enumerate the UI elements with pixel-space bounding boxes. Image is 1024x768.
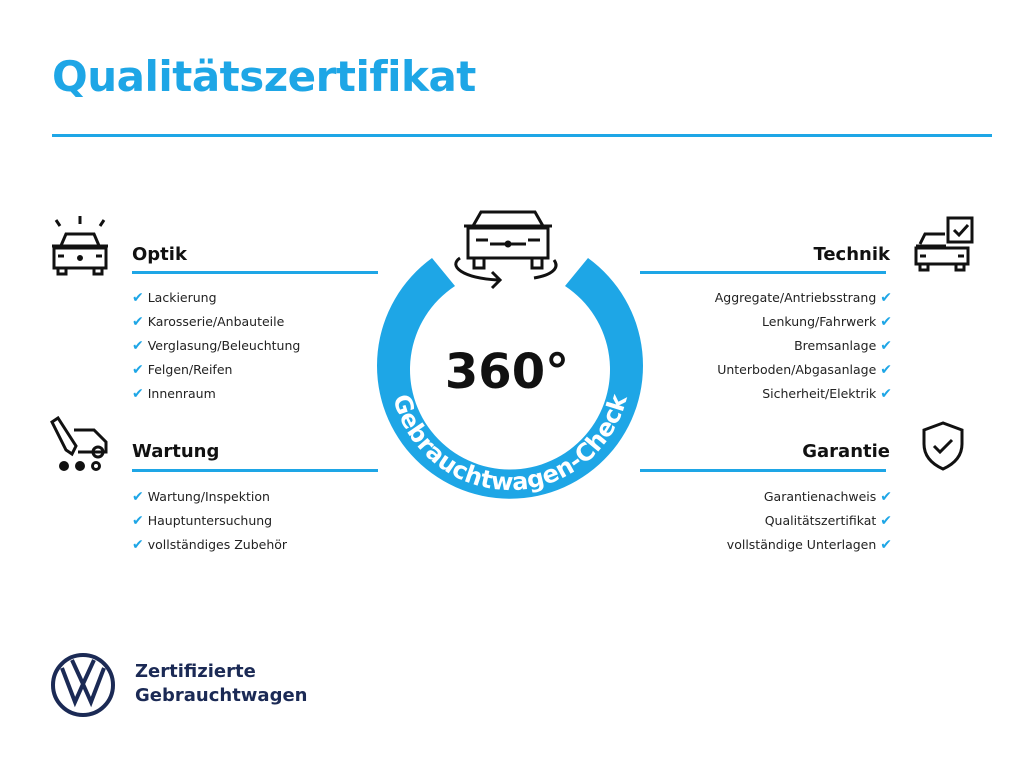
list-item-label: Unterboden/Abgasanlage bbox=[717, 362, 877, 377]
check-icon: ✔ bbox=[132, 290, 144, 306]
list-item: ✔ Innenraum bbox=[132, 382, 300, 406]
list-technik: Aggregate/Antriebsstrang ✔ Lenkung/Fahrwe… bbox=[715, 286, 892, 406]
page-title: Qualitätszertifikat bbox=[52, 52, 476, 101]
section-line bbox=[132, 271, 378, 274]
check-icon: ✔ bbox=[880, 362, 892, 378]
brand-text: Zertifizierte Gebrauchtwagen bbox=[135, 660, 307, 708]
section-line bbox=[640, 469, 886, 472]
shield-check-icon bbox=[922, 421, 964, 471]
section-title-technik: Technik bbox=[813, 244, 890, 265]
brand-line1: Zertifizierte bbox=[135, 661, 256, 682]
list-item: ✔ vollständiges Zubehör bbox=[132, 533, 287, 557]
vw-logo bbox=[51, 653, 115, 717]
section-line bbox=[132, 469, 378, 472]
check-icon: ✔ bbox=[132, 513, 144, 529]
list-optik: ✔ Lackierung ✔ Karosserie/Anbauteile ✔ Ver… bbox=[132, 286, 300, 406]
check-icon: ✔ bbox=[132, 489, 144, 505]
brand-line2: Gebrauchtwagen bbox=[135, 685, 308, 706]
list-item-label: Sicherheit/Elektrik bbox=[762, 386, 877, 401]
section-line bbox=[640, 271, 886, 274]
list-item: ✔ Felgen/Reifen bbox=[132, 358, 300, 382]
list-item-label: Hauptuntersuchung bbox=[147, 513, 273, 528]
list-item: ✔ Verglasung/Beleuchtung bbox=[132, 334, 300, 358]
list-item: Unterboden/Abgasanlage ✔ bbox=[715, 358, 892, 382]
check-icon: ✔ bbox=[880, 338, 892, 354]
car-rotate-icon bbox=[454, 210, 558, 290]
list-item: ✔ Karosserie/Anbauteile bbox=[132, 310, 300, 334]
section-title-optik: Optik bbox=[132, 244, 187, 265]
list-item: Sicherheit/Elektrik ✔ bbox=[715, 382, 892, 406]
maintenance-icon bbox=[50, 416, 108, 471]
list-item: Aggregate/Antriebsstrang ✔ bbox=[715, 286, 892, 310]
check-icon: ✔ bbox=[132, 362, 144, 378]
list-item: Lenkung/Fahrwerk ✔ bbox=[715, 310, 892, 334]
360-label: 360° bbox=[445, 344, 569, 400]
car-checklist-icon bbox=[914, 216, 974, 272]
section-title-garantie: Garantie bbox=[802, 441, 890, 462]
list-item: Garantienachweis ✔ bbox=[727, 485, 892, 509]
section-title-wartung: Wartung bbox=[132, 441, 220, 462]
list-item: ✔ Hauptuntersuchung bbox=[132, 509, 287, 533]
check-icon: ✔ bbox=[880, 290, 892, 306]
list-item: Bremsanlage ✔ bbox=[715, 334, 892, 358]
list-item-label: Felgen/Reifen bbox=[147, 362, 233, 377]
check-icon: ✔ bbox=[880, 513, 892, 529]
check-icon: ✔ bbox=[132, 338, 144, 354]
check-icon: ✔ bbox=[880, 386, 892, 402]
list-item: ✔ Lackierung bbox=[132, 286, 300, 310]
list-item-label: Lenkung/Fahrwerk bbox=[762, 314, 877, 329]
list-item-label: Qualitätszertifikat bbox=[764, 513, 877, 528]
list-item-label: Garantienachweis bbox=[763, 489, 877, 504]
list-item-label: Lackierung bbox=[147, 290, 217, 305]
check-icon: ✔ bbox=[132, 537, 144, 553]
list-item-label: Verglasung/Beleuchtung bbox=[147, 338, 301, 353]
check-icon: ✔ bbox=[132, 314, 144, 330]
360-check-badge: Gebrauchtwagen-Check 360° bbox=[377, 210, 643, 499]
check-icon: ✔ bbox=[880, 314, 892, 330]
list-item-label: Wartung/Inspektion bbox=[147, 489, 270, 504]
list-item-label: Karosserie/Anbauteile bbox=[147, 314, 285, 329]
car-lights-icon bbox=[52, 216, 108, 276]
check-icon: ✔ bbox=[132, 386, 144, 402]
list-item-label: Aggregate/Antriebsstrang bbox=[714, 290, 877, 305]
list-item-label: vollständige Unterlagen bbox=[726, 537, 877, 552]
list-item: Qualitätszertifikat ✔ bbox=[727, 509, 892, 533]
list-item-label: vollständiges Zubehör bbox=[147, 537, 288, 552]
check-icon: ✔ bbox=[880, 489, 892, 505]
list-item: vollständige Unterlagen ✔ bbox=[727, 533, 892, 557]
ring-label: Gebrauchtwagen-Check bbox=[387, 390, 633, 496]
list-garantie: Garantienachweis ✔ Qualitätszertifikat ✔ v… bbox=[727, 485, 892, 557]
check-icon: ✔ bbox=[880, 537, 892, 553]
title-divider bbox=[52, 134, 992, 137]
list-item-label: Innenraum bbox=[147, 386, 216, 401]
list-item: ✔ Wartung/Inspektion bbox=[132, 485, 287, 509]
list-item-label: Bremsanlage bbox=[794, 338, 877, 353]
list-wartung: ✔ Wartung/Inspektion ✔ Hauptuntersuchung ✔… bbox=[132, 485, 287, 557]
